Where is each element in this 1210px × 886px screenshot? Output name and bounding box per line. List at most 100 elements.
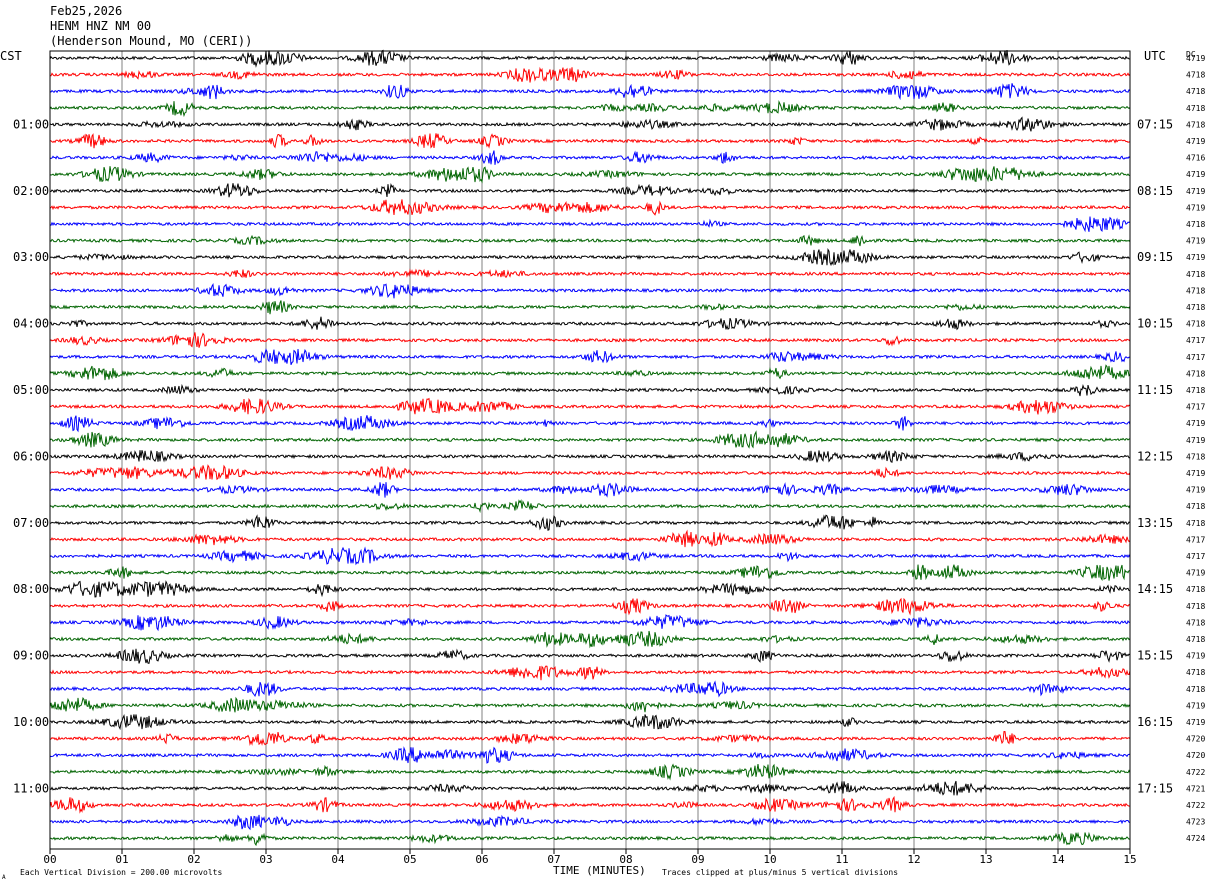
corner-mark: A [2,874,6,881]
dc-value: 4719 [1186,253,1205,262]
right-hour-label: 09:15 [1137,250,1173,264]
left-zone-label: CST [0,49,22,63]
left-hour-label: 07:00 [13,516,49,530]
x-tick-label: 00 [43,853,56,866]
trace-line-25 [49,449,1130,463]
trace-line-33 [49,580,1131,598]
dc-value: 4718 [1186,320,1205,329]
right-hour-label: 12:15 [1137,449,1173,463]
grid-layer [49,51,1131,854]
trace-line-42 [49,730,1131,746]
trace-line-36 [49,630,1131,649]
dc-value: 4722 [1186,801,1205,810]
left-hour-label: 02:00 [13,184,49,198]
header-date: Feb25,2026 [50,4,123,18]
dc-value: 4719 [1186,652,1205,661]
dc-value: 4718 [1186,635,1205,644]
right-hour-label: 14:15 [1137,582,1173,596]
dc-value: 4718 [1186,685,1205,694]
dc-value: 4719 [1186,137,1205,146]
left-hour-label: 11:00 [13,781,49,795]
trace-line-21 [49,383,1131,397]
left-hour-label: 04:00 [13,317,49,331]
dc-value: 4723 [1186,818,1205,827]
dc-value: 4719 [1186,718,1205,727]
left-hour-label: 08:00 [13,582,49,596]
dc-value: 4718 [1186,104,1205,113]
x-tick-label: 05 [403,853,416,866]
trace-line-39 [49,680,1131,698]
left-hour-label: 01:00 [13,117,49,131]
trace-line-44 [49,763,1131,781]
x-tick-label: 07 [547,853,560,866]
dc-value: 4718 [1186,220,1205,229]
scale-note: Each Vertical Division = 200.00 microvol… [20,868,222,877]
right-hour-label: 10:15 [1137,317,1173,331]
dc-value: 4719 [1186,419,1205,428]
plot-frame [49,50,1131,850]
x-tick-label: 14 [1051,853,1065,866]
trace-line-18 [49,332,1131,348]
dc-value: 4718 [1186,303,1205,312]
trace-line-29 [49,514,1131,531]
trace-line-28 [49,499,1131,514]
dc-value: 4718 [1186,386,1205,395]
trace-line-22 [49,397,1131,415]
trace-line-15 [49,282,1131,299]
dc-value: 4717 [1186,552,1205,561]
header-location: (Henderson Mound, MO (CERI)) [50,34,253,48]
trace-line-37 [49,648,1131,664]
trace-line-17 [49,316,1131,331]
dc-value: 4718 [1186,87,1205,96]
trace-line-26 [49,464,1131,481]
trace-line-31 [49,546,1131,566]
left-hour-label: 03:00 [13,250,49,264]
x-tick-label: 03 [259,853,272,866]
trace-line-43 [49,746,1131,764]
dc-value: 4721 [1186,784,1205,793]
trace-line-11 [49,216,1131,233]
dc-value: 4718 [1186,71,1205,80]
dc-value: 4717 [1186,403,1205,412]
dc-value: 4718 [1186,585,1205,594]
left-hour-label: 06:00 [13,449,49,463]
dc-value: 4717 [1186,353,1205,362]
dc-value: 4717 [1186,336,1205,345]
x-axis-title: TIME (MINUTES) [553,864,646,877]
dc-value: 4718 [1186,452,1205,461]
dc-value: 4718 [1186,502,1205,511]
trace-line-45 [49,780,1131,796]
right-hour-label: 17:15 [1137,781,1173,795]
trace-line-14 [49,268,1131,279]
trace-line-4 [49,100,1131,118]
trace-line-7 [49,150,1131,165]
x-tick-label: 06 [475,853,488,866]
clip-note: Traces clipped at plus/minus 5 vertical … [662,868,898,877]
dc-value: 4719 [1186,237,1205,246]
dc-value: 4719 [1186,569,1205,578]
dc-value: 4719 [1186,486,1205,495]
trace-line-27 [49,482,1130,498]
dc-value: 4718 [1186,668,1205,677]
x-tick-label: 12 [907,853,920,866]
dc-value: 4719 [1186,436,1205,445]
trace-line-23 [49,415,1131,433]
x-tick-label: 10 [763,853,776,866]
trace-line-5 [49,116,1131,132]
right-hour-label: 08:15 [1137,184,1173,198]
x-tick-label: 02 [187,853,200,866]
dc-value: 4719 [1186,170,1205,179]
x-tick-label: 08 [619,853,632,866]
dc-value: 4718 [1186,286,1205,295]
dc-value: 4716 [1186,154,1205,163]
left-hour-label: 09:00 [13,649,49,663]
trace-line-6 [49,133,1131,149]
trace-line-2 [49,66,1131,83]
dc-label: DC [1186,50,1196,59]
dc-value: 4718 [1186,369,1205,378]
dc-value: 4718 [1186,519,1205,528]
x-tick-label: 11 [835,853,848,866]
trace-line-20 [49,364,1131,381]
left-hour-label: 10:00 [13,715,49,729]
trace-line-46 [49,795,1131,814]
